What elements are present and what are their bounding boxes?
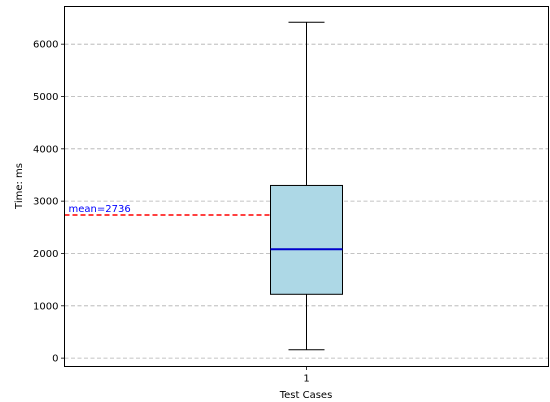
y-tick-label: 5000	[33, 92, 58, 103]
y-axis-label: Time: ms	[14, 163, 25, 210]
y-tick-label: 6000	[33, 40, 58, 51]
y-tick-label: 1000	[33, 301, 58, 312]
mean-line-group: mean=2736	[64, 204, 271, 216]
x-tick-label: 1	[303, 374, 309, 385]
y-tick-label: 0	[52, 354, 58, 365]
y-tick-label: 2000	[33, 249, 58, 260]
y-tick-label: 3000	[33, 197, 58, 208]
y-axis-ticks: 0 1000 2000 3000 4000 5000 6000	[33, 40, 65, 365]
x-axis-label: Test Cases	[279, 390, 333, 401]
x-axis-ticks: 1	[303, 366, 310, 385]
mean-label: mean=2736	[69, 204, 131, 215]
box-group	[270, 21, 343, 351]
y-tick-label: 4000	[33, 144, 58, 155]
box-iqr	[270, 184, 343, 295]
plot-frame	[64, 6, 549, 367]
